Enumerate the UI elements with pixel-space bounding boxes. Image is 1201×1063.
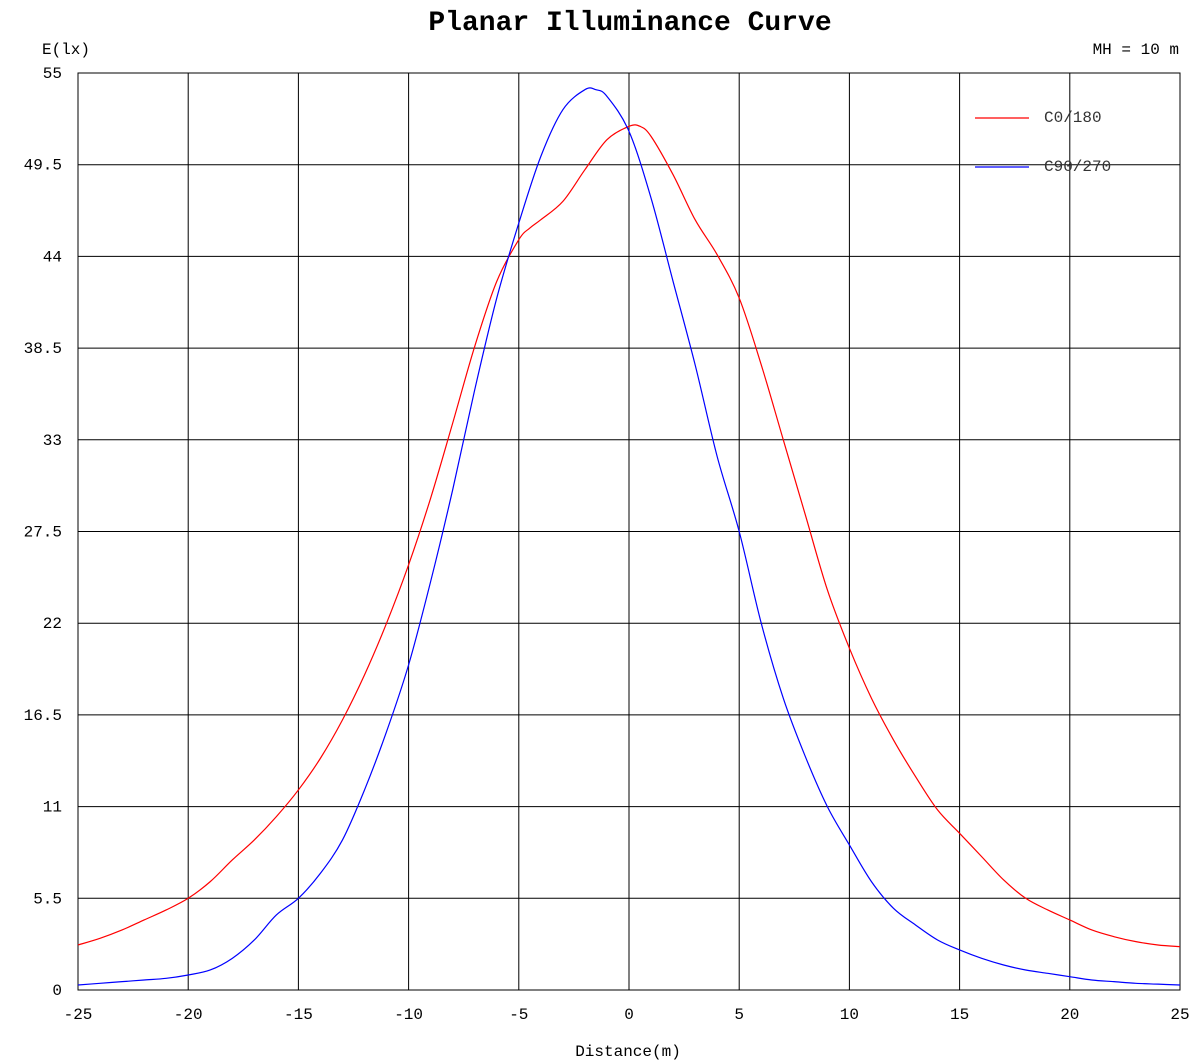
y-tick-label: 22 (43, 615, 62, 633)
x-tick-label: 10 (840, 1006, 859, 1024)
legend: C0/180 C90/270 (975, 109, 1111, 176)
legend-label: C0/180 (1044, 109, 1102, 127)
y-tick-label: 38.5 (24, 340, 62, 358)
y-tick-label: 27.5 (24, 524, 62, 542)
y-tick-label: 49.5 (24, 157, 62, 175)
series-line-0 (77, 124, 1181, 948)
chart-title: Planar Illuminance Curve (428, 8, 831, 39)
y-tick-label: 44 (43, 248, 62, 266)
x-tick-label: -20 (174, 1006, 203, 1024)
x-tick-label: 20 (1060, 1006, 1079, 1024)
y-axis-label: E(lx) (42, 41, 90, 59)
y-tick-label: 55 (43, 65, 62, 83)
x-tick-label: 15 (950, 1006, 969, 1024)
plot-frame (77, 72, 1181, 991)
grid (77, 72, 1181, 991)
y-tick-label: 16.5 (24, 707, 62, 725)
y-tick-label: 33 (43, 432, 62, 450)
y-tick-label: 5.5 (33, 890, 62, 908)
x-tick-label: -5 (509, 1006, 528, 1024)
series-line-1 (77, 87, 1181, 986)
y-tick-label: 0 (52, 982, 62, 1000)
series-lines (77, 87, 1181, 986)
legend-label: C90/270 (1044, 158, 1111, 176)
x-tick-label: -15 (284, 1006, 313, 1024)
y-tick-labels: 0 5.5 11 16.5 22 27.5 33 38.5 44 49.5 55 (24, 65, 62, 1000)
x-tick-label: 25 (1170, 1006, 1189, 1024)
x-tick-label: 0 (624, 1006, 634, 1024)
x-tick-label: -25 (64, 1006, 93, 1024)
x-tick-labels: -25 -20 -15 -10 -5 0 5 10 15 20 25 (64, 1006, 1190, 1024)
x-axis-label: Distance(m) (575, 1043, 681, 1061)
x-tick-label: -10 (394, 1006, 423, 1024)
x-tick-label: 5 (734, 1006, 744, 1024)
y-tick-label: 11 (43, 799, 62, 817)
mounting-height-annotation: MH = 10 m (1093, 41, 1179, 59)
